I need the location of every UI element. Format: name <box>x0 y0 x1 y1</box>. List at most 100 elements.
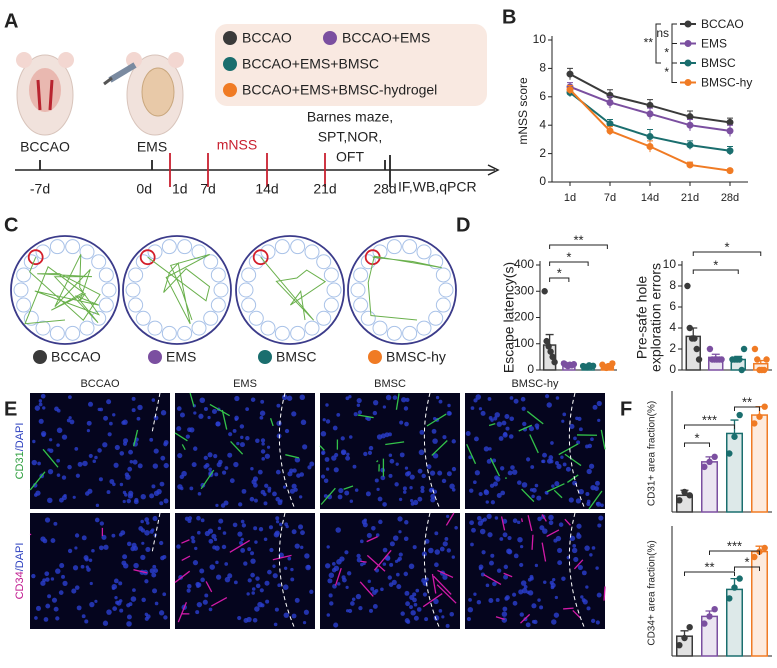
vessel <box>366 554 386 572</box>
nucleus <box>586 501 591 507</box>
nucleus <box>43 617 49 622</box>
nucleus <box>438 609 443 613</box>
nucleus <box>61 434 68 440</box>
data-point <box>686 324 693 332</box>
data-point <box>609 360 616 367</box>
nucleus <box>488 416 493 420</box>
nucleus <box>303 609 309 615</box>
nucleus <box>239 442 245 448</box>
nucleus <box>572 544 577 548</box>
nucleus <box>433 416 437 421</box>
data-point <box>589 362 597 369</box>
vessel <box>360 560 367 563</box>
nucleus <box>382 405 387 409</box>
nucleus <box>240 547 246 553</box>
nucleus <box>278 522 283 527</box>
nucleus <box>190 535 195 540</box>
nucleus <box>505 426 510 431</box>
nucleus <box>323 494 328 498</box>
nucleus <box>31 573 36 579</box>
nucleus <box>259 588 264 593</box>
nucleus <box>549 459 554 464</box>
nucleus <box>197 530 201 535</box>
nucleus <box>149 437 154 442</box>
legend-label: BCCAO <box>701 17 744 31</box>
nucleus <box>61 574 65 579</box>
nucleus <box>447 403 451 408</box>
maze-arena <box>10 235 120 345</box>
nucleus <box>469 488 474 493</box>
lesion-border <box>278 392 296 510</box>
nucleus <box>352 464 357 469</box>
nucleus <box>120 530 126 536</box>
vessel <box>320 487 336 505</box>
nucleus <box>106 490 111 495</box>
maze-hole <box>13 282 29 298</box>
nucleus <box>597 418 601 423</box>
nucleus <box>341 450 346 456</box>
nucleus <box>109 421 113 426</box>
maze-hole <box>213 282 229 298</box>
nucleus <box>32 482 38 488</box>
nucleus <box>111 533 116 538</box>
nucleus <box>86 420 92 426</box>
nucleus <box>185 434 190 439</box>
nucleus <box>47 497 53 504</box>
micrograph-bg <box>465 513 605 629</box>
maze-hole <box>128 297 144 313</box>
nucleus <box>376 434 383 440</box>
nucleus <box>537 516 542 522</box>
x-tick-label: 28d <box>721 192 739 204</box>
nucleus <box>419 429 425 435</box>
nucleus <box>336 412 341 417</box>
nucleus <box>533 619 538 625</box>
nucleus <box>336 582 341 586</box>
nucleus <box>468 455 473 460</box>
nucleus <box>44 571 50 577</box>
nucleus <box>380 467 386 473</box>
vessel <box>572 609 581 619</box>
nucleus <box>200 518 205 523</box>
significance-bracket <box>692 251 762 256</box>
nucleus <box>300 530 305 536</box>
row-marker-label: CD31 <box>14 451 26 479</box>
nucleus <box>130 546 136 552</box>
data-point <box>736 575 743 582</box>
nucleus <box>387 432 392 437</box>
data-point <box>726 595 733 602</box>
nucleus <box>367 450 373 455</box>
nucleus <box>371 526 376 531</box>
significance-label: * <box>713 257 718 272</box>
vessel <box>520 518 524 523</box>
nucleus <box>509 416 515 422</box>
significance-bracket <box>671 23 677 44</box>
nucleus <box>468 597 472 602</box>
vessel <box>334 567 342 586</box>
nucleus <box>198 413 204 419</box>
nucleus <box>324 457 330 462</box>
data-point <box>761 544 768 552</box>
nucleus <box>486 513 492 520</box>
nucleus <box>365 491 371 497</box>
nucleus <box>112 482 116 487</box>
nucleus <box>437 470 443 476</box>
day-label: 21d <box>313 181 336 197</box>
nucleus <box>289 488 295 494</box>
significance-bracket <box>655 23 661 64</box>
vessel <box>181 555 191 562</box>
nucleus <box>467 606 474 613</box>
data-point <box>646 143 654 150</box>
nucleus <box>158 610 165 616</box>
vessel <box>433 575 452 595</box>
nucleus <box>38 402 43 407</box>
nucleus <box>189 486 194 491</box>
nucleus <box>102 620 109 626</box>
nucleus <box>394 559 399 563</box>
nucleus <box>137 404 143 411</box>
nucleus <box>542 452 547 458</box>
nucleus <box>507 470 513 476</box>
nucleus <box>562 412 567 417</box>
vessel <box>272 554 292 561</box>
nucleus <box>275 496 281 502</box>
maze-hole <box>304 244 320 260</box>
